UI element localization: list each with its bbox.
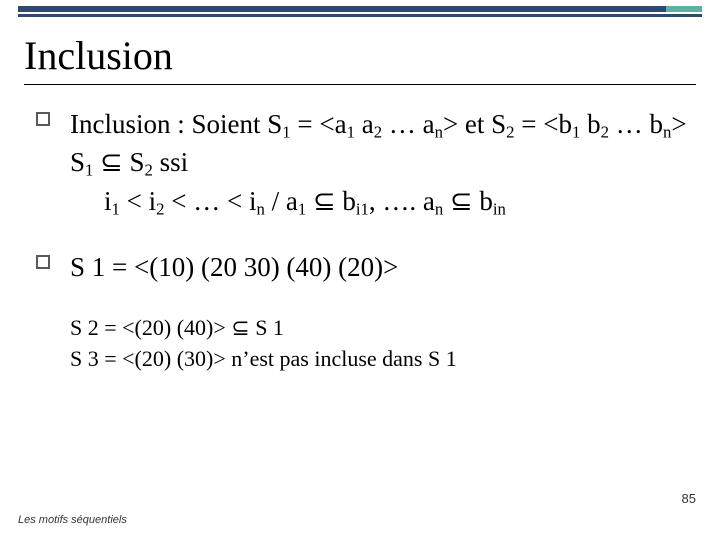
footer-text: Les motifs séquentiels [18,514,127,526]
slide-title: Inclusion [24,32,173,79]
bullet-box-icon [36,255,50,269]
header-bar-accent [666,6,702,12]
header-bar [0,0,720,26]
bullet-subblock: S 2 = <(20) (40)> ⊆ S 1 S 3 = <(20) (30)… [36,313,692,375]
bullet-item: Inclusion : Soient S1 = <a1 a2 … an> et … [36,106,692,221]
page-number: 85 [682,491,696,506]
header-bar-thick [18,6,666,12]
bullet-line: S 2 = <(20) (40)> ⊆ S 1 [70,313,692,344]
bullet-line: Inclusion : Soient S1 = <a1 a2 … an> et … [70,106,692,183]
bullet-box-icon [36,112,50,126]
slide-body: Inclusion : Soient S1 = <a1 a2 … an> et … [36,106,692,403]
header-bar-thin [18,14,702,17]
bullet-item: S 1 = <(10) (20 30) (40) (20)> [36,249,692,285]
bullet-line: S 1 = <(10) (20 30) (40) (20)> [70,249,692,285]
bullet-line: i1 < i2 < … < in / a1 ⊆ bi1, …. an ⊆ bin [70,183,692,221]
title-underline [24,84,696,85]
bullet-line: S 3 = <(20) (30)> n’est pas incluse dans… [70,344,692,375]
